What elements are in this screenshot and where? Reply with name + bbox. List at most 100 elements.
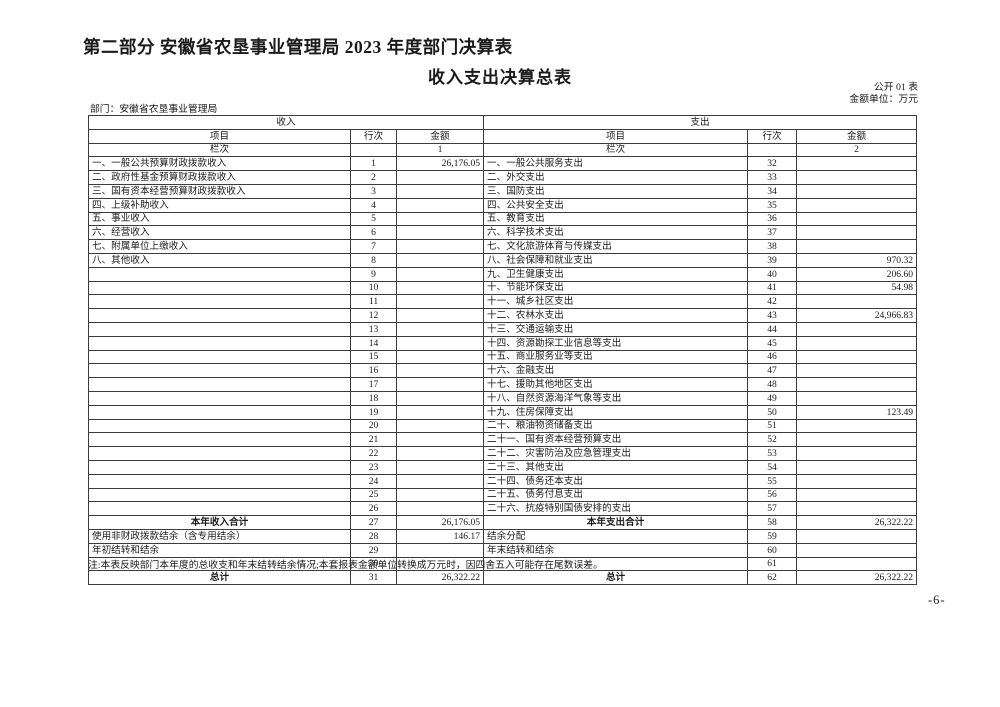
table-row: 四、上级补助收入 4 四、公共安全支出 35	[88, 197, 918, 213]
income-amount-cell: 146.17	[395, 528, 485, 544]
income-line-cell: 28	[350, 528, 397, 544]
income-item-cell: 三、国有资本经营预算财政拨款收入	[88, 183, 351, 199]
expense-line-index-blank	[747, 142, 798, 158]
income-line-cell: 16	[350, 363, 397, 379]
table-row: 13 十三、交通运输支出 44	[88, 321, 918, 337]
expense-amount-cell	[796, 528, 918, 544]
expense-line-cell: 43	[747, 308, 798, 323]
income-item-cell: 使用非财政拨款结余（含专用结余）	[88, 528, 351, 544]
table-row: 25 二十五、债务付息支出 56	[88, 487, 918, 503]
income-line-cell: 25	[350, 487, 397, 503]
expense-line-cell: 45	[747, 335, 798, 351]
income-amount-cell	[395, 170, 485, 185]
expense-item-cell: 六、科学技术支出	[483, 225, 749, 241]
expense-item-cell: 十五、商业服务业等支出	[483, 349, 749, 365]
table-row: 19 十九、住房保障支出 50 123.49	[88, 404, 918, 420]
expense-amount-cell	[796, 294, 918, 310]
income-item-cell	[88, 487, 351, 503]
expense-item-cell: 十一、城乡社区支出	[483, 294, 749, 310]
table-row: 三、国有资本经营预算财政拨款收入 3 三、国防支出 34	[88, 183, 918, 199]
income-line-cell: 10	[350, 280, 397, 296]
income-item-cell: 一、一般公共预算财政拨款收入	[88, 156, 351, 172]
income-line-cell: 23	[350, 459, 397, 475]
income-line-cell: 7	[350, 239, 397, 254]
table-row: 14 十四、资源勘探工业信息等支出 45	[88, 335, 918, 351]
income-item-cell	[88, 321, 351, 337]
income-amount-cell	[395, 211, 485, 227]
income-item-cell: 八、其他收入	[88, 252, 351, 268]
expense-line-cell: 32	[747, 156, 798, 172]
expense-line-cell: 57	[747, 501, 798, 517]
meta-block: 公开 01 表 金额单位：万元	[849, 82, 918, 105]
expense-col-index: 2	[796, 142, 918, 158]
expense-item-cell: 十七、援助其他地区支出	[483, 377, 749, 392]
table-code: 公开 01 表	[873, 82, 918, 93]
table-row: 18 十八、自然资源海洋气象等支出 49	[88, 390, 918, 406]
table-row: 16 十六、金融支出 47	[88, 363, 918, 379]
expense-amount-cell	[796, 432, 918, 448]
expense-line-cell: 59	[747, 528, 798, 544]
expense-amount-cell: 970.32	[796, 252, 918, 268]
table-row: 八、其他收入 8 八、社会保障和就业支出 39 970.32	[88, 252, 918, 268]
income-line-cell: 22	[350, 446, 397, 461]
expense-col-amount-header: 金额	[796, 128, 918, 144]
expense-line-cell: 42	[747, 294, 798, 310]
expense-amount-cell	[796, 556, 918, 572]
income-line-cell: 19	[350, 404, 397, 420]
income-amount-cell	[395, 377, 485, 392]
expense-line-cell: 48	[747, 377, 798, 392]
income-item-cell: 五、事业收入	[88, 211, 351, 227]
footnote: 注:本表反映部门本年度的总收支和年末结转结余情况;本套报表金额单位转换成万元时，…	[88, 560, 603, 571]
income-line-cell: 2	[350, 170, 397, 185]
expense-line-cell: 36	[747, 211, 798, 227]
income-line-cell: 6	[350, 225, 397, 241]
income-line-cell: 14	[350, 335, 397, 351]
expense-line-cell: 34	[747, 183, 798, 199]
income-item-cell: 年初结转和结余	[88, 542, 351, 558]
expense-line-cell: 53	[747, 446, 798, 461]
income-item-cell	[88, 459, 351, 475]
income-amount-cell	[395, 446, 485, 461]
income-line-index-blank	[350, 142, 397, 158]
income-amount-cell	[395, 183, 485, 199]
income-item-cell	[88, 501, 351, 517]
expense-amount-cell	[796, 239, 918, 254]
table-row: 22 二十二、灾害防治及应急管理支出 53	[88, 446, 918, 461]
table-row: 21 二十一、国有资本经营预算支出 52	[88, 432, 918, 448]
income-item-cell	[88, 473, 351, 489]
table-row: 二、政府性基金预算财政拨款收入 2 二、外交支出 33	[88, 170, 918, 185]
expense-item-cell: 三、国防支出	[483, 183, 749, 199]
table-row: 使用非财政拨款结余（含专用结余） 28 146.17 结余分配 59	[88, 528, 918, 544]
income-line-cell: 15	[350, 349, 397, 365]
expense-line-cell: 50	[747, 404, 798, 420]
income-amount-cell	[395, 363, 485, 379]
expense-col-line-header: 行次	[747, 128, 798, 144]
income-item-cell: 本年收入合计	[88, 515, 351, 530]
income-amount-cell	[395, 197, 485, 213]
table-row: 20 二十、粮油物资储备支出 51	[88, 418, 918, 434]
expense-amount-cell	[796, 501, 918, 517]
expense-line-cell: 39	[747, 252, 798, 268]
income-amount-cell	[395, 335, 485, 351]
income-item-cell	[88, 349, 351, 365]
expense-line-cell: 35	[747, 197, 798, 213]
expense-amount-cell	[796, 363, 918, 379]
expense-item-cell: 十三、交通运输支出	[483, 321, 749, 337]
expense-line-cell: 44	[747, 321, 798, 337]
expense-item-cell: 二十六、抗疫特别国债安排的支出	[483, 501, 749, 517]
expense-line-cell: 33	[747, 170, 798, 185]
income-section-header: 收入	[87, 115, 485, 130]
expense-line-cell: 55	[747, 473, 798, 489]
page-number: -6-	[928, 593, 946, 607]
expense-amount-cell	[796, 418, 918, 434]
income-item-cell	[88, 377, 351, 392]
expense-item-cell: 九、卫生健康支出	[483, 266, 749, 282]
income-amount-cell	[395, 321, 485, 337]
expense-item-cell: 二十三、其他支出	[483, 459, 749, 475]
expense-item-cell: 十八、自然资源海洋气象等支出	[483, 390, 749, 406]
expense-amount-cell: 24,966.83	[796, 308, 918, 323]
expense-line-cell: 49	[747, 390, 798, 406]
income-item-cell	[88, 446, 351, 461]
department-label: 部门：安徽省农垦事业管理局	[90, 104, 218, 115]
income-amount-cell	[395, 308, 485, 323]
